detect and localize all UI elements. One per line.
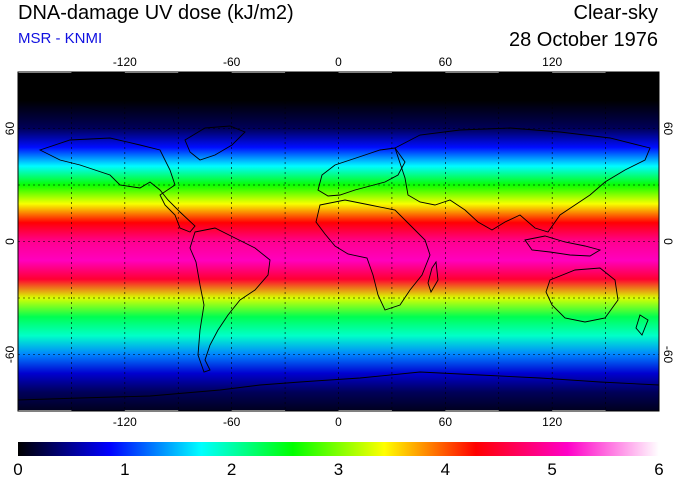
lat-tick-label-left: -60 (3, 346, 17, 364)
coastline-new-zealand (635, 314, 649, 336)
colorbar-tick-label: 5 (547, 460, 556, 479)
colorbar-labels: 0 1 2 3 4 5 6 (13, 460, 663, 479)
lon-tick-label-top: 0 (335, 55, 342, 69)
lon-tick-label-top: 60 (439, 55, 453, 69)
colorbar-tick-label: 2 (227, 460, 236, 479)
lon-tick-label-top: -60 (223, 55, 241, 69)
coastline-asia (394, 127, 651, 233)
colorbar-tick-label: 4 (441, 460, 450, 479)
lat-tick-label-right: 60 (661, 122, 675, 136)
date-label: 28 October 1976 (509, 29, 658, 51)
lon-tick-label-bottom: 0 (335, 415, 342, 429)
lat-tick-label-left: 60 (3, 122, 17, 136)
lon-tick-label-top: 120 (542, 55, 562, 69)
colorbar (18, 442, 659, 456)
coastline-antarctica (17, 371, 660, 401)
colorbar-tick-label: 0 (13, 460, 22, 479)
colorbar-tick-label: 1 (120, 460, 129, 479)
coastline-europe (317, 147, 406, 197)
chart-title: DNA-damage UV dose (kJ/m2) (18, 2, 294, 24)
sky-condition-label: Clear-sky (573, 2, 658, 24)
lon-tick-label-bottom: 120 (542, 415, 562, 429)
colorbar-tick-label: 6 (654, 460, 663, 479)
coastline-southeast-asia-islands (524, 235, 602, 257)
lat-tick-label-left: 0 (3, 238, 17, 245)
lon-tick-label-bottom: 60 (439, 415, 453, 429)
lon-tick-label-bottom: -60 (223, 415, 241, 429)
coastline-africa (315, 199, 431, 311)
coastline-north-america (38, 137, 196, 233)
lon-tick-label-bottom: -120 (113, 415, 137, 429)
colorbar-tick-label: 3 (334, 460, 343, 479)
credit-label: MSR - KNMI (18, 30, 103, 47)
map-frame (17, 71, 660, 412)
coastline-australia (545, 267, 619, 323)
lat-tick-label-right: 0 (661, 238, 675, 245)
lon-tick-label-top: -120 (113, 55, 137, 69)
coastline-south-america (189, 227, 271, 373)
graticule (18, 72, 659, 411)
lat-tick-label-right: -60 (661, 346, 675, 364)
coastlines (17, 125, 660, 401)
coastline-greenland (184, 125, 246, 161)
coastline-madagascar (427, 260, 439, 294)
